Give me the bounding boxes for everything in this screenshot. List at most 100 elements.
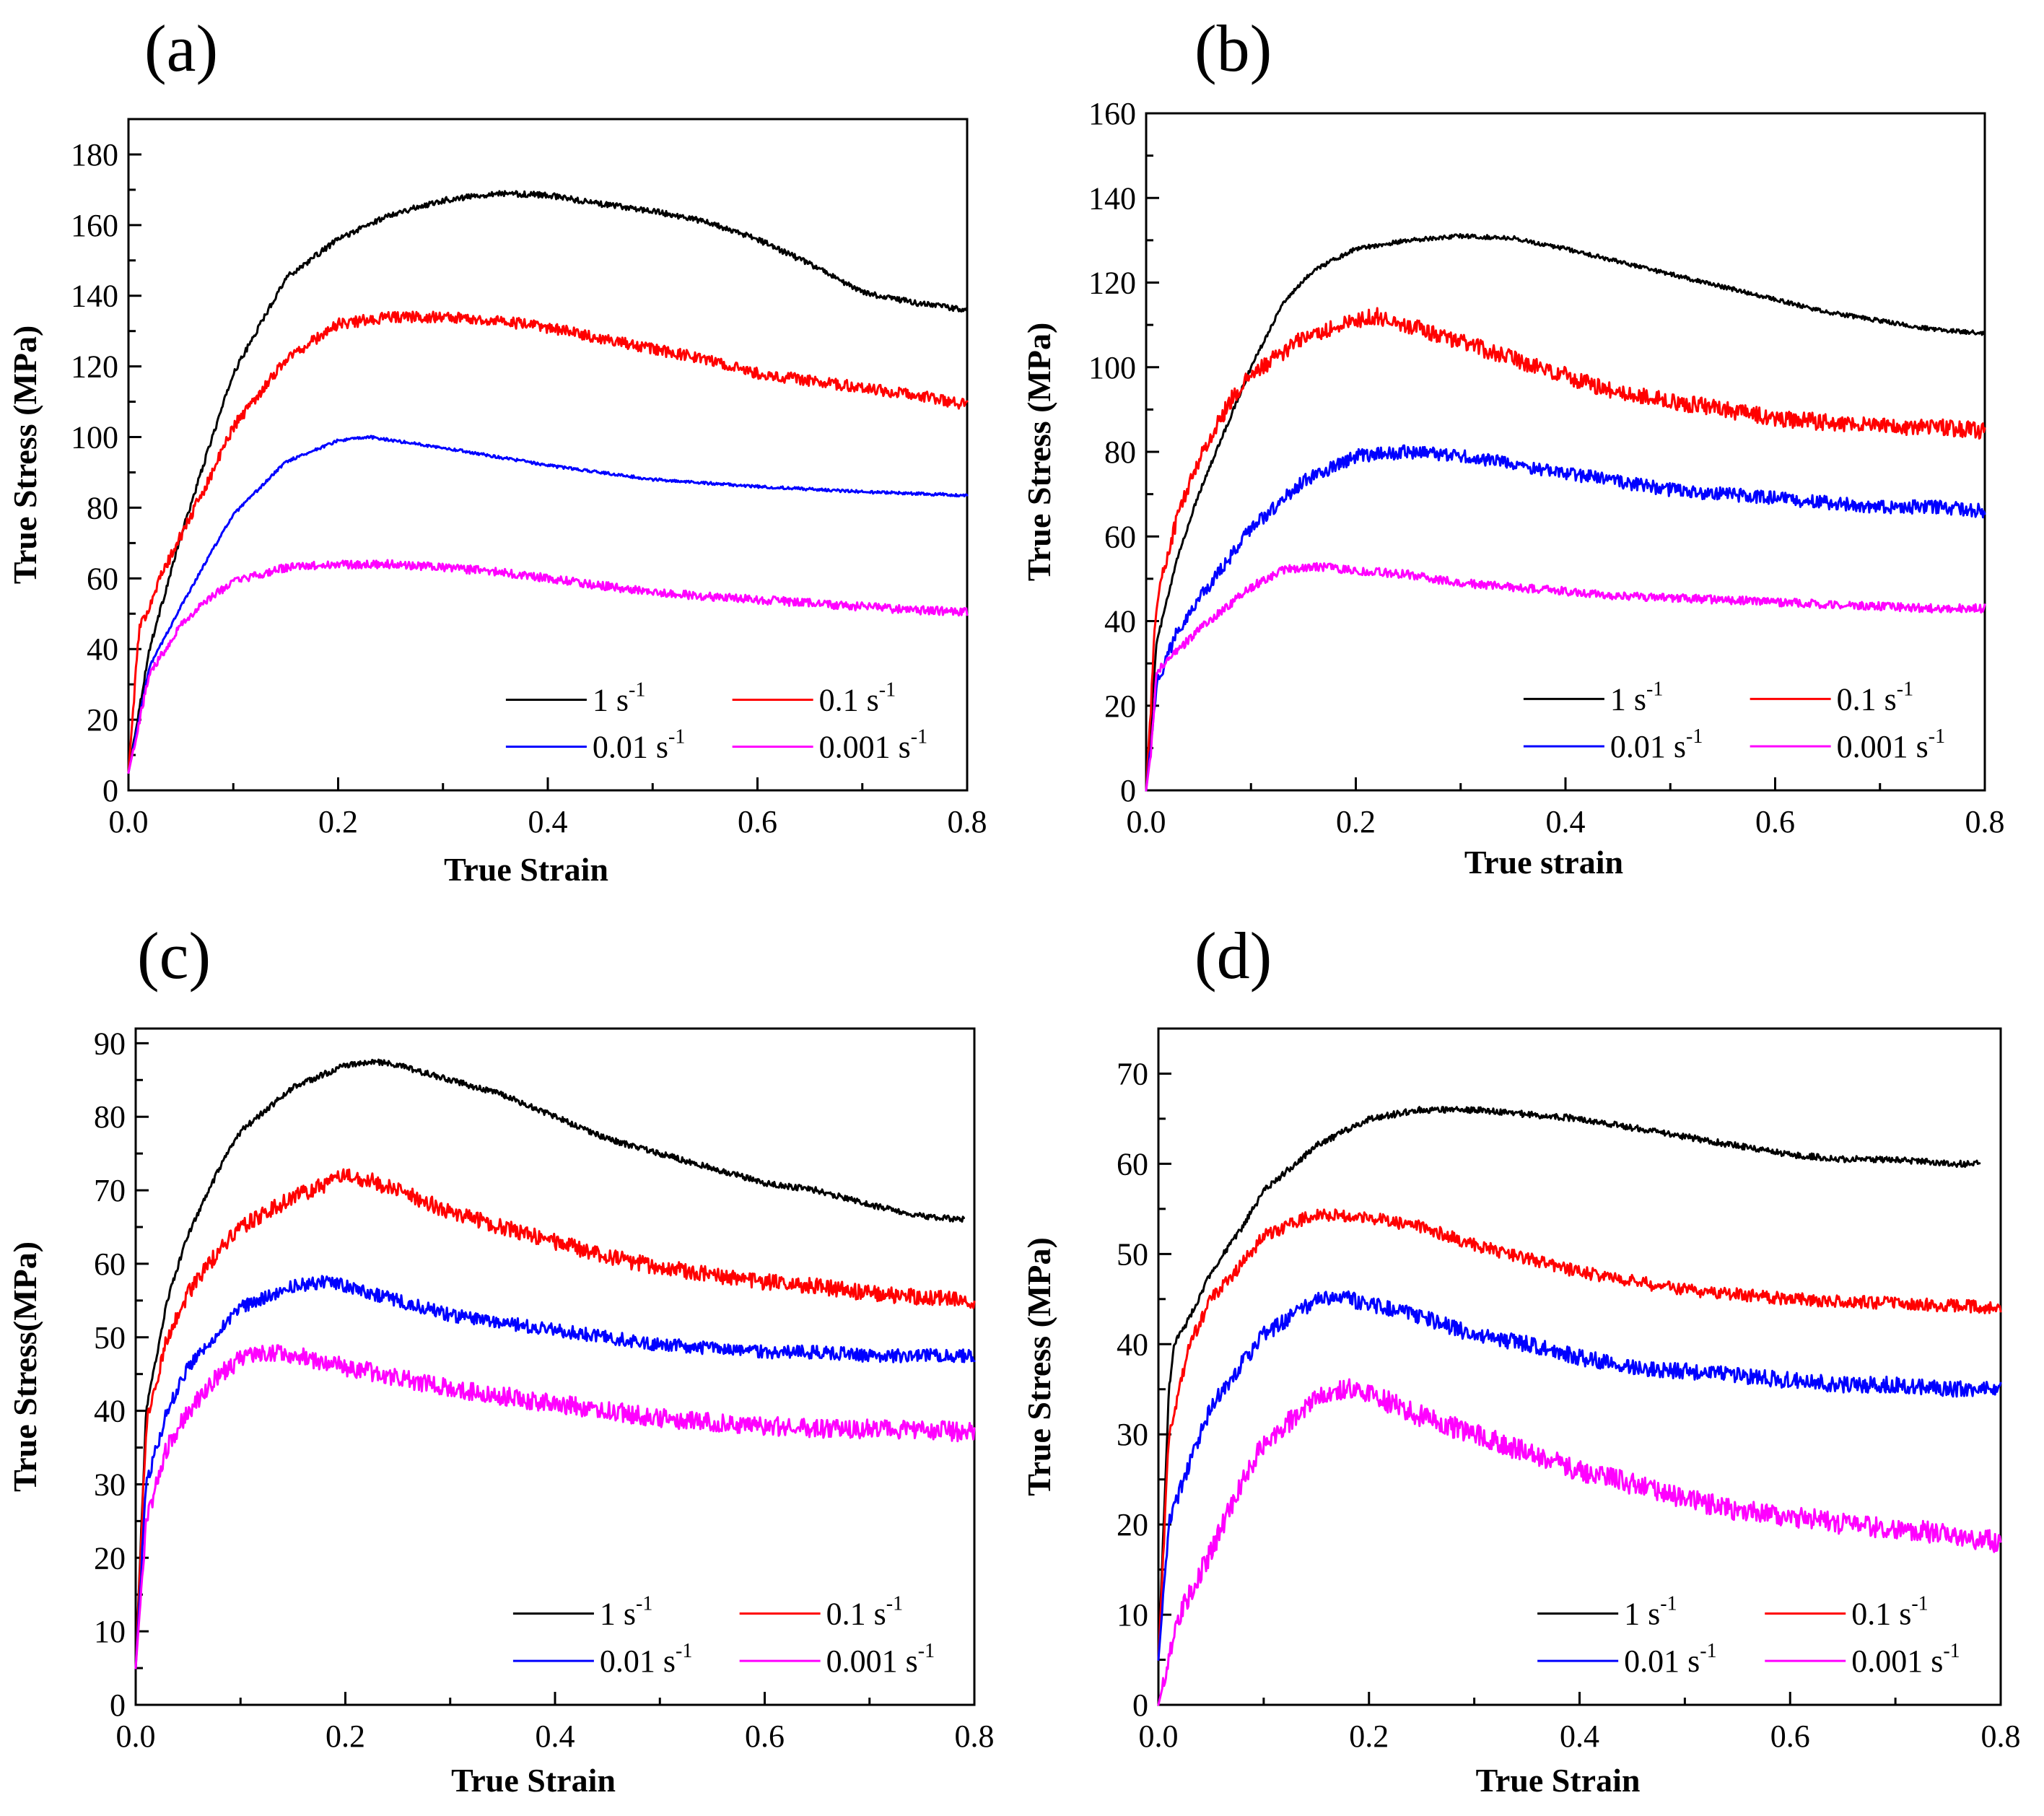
legend-label-exponent: -1: [1897, 678, 1913, 700]
y-tick-label: 20: [87, 702, 118, 738]
x-tick-label: 0.4: [1546, 804, 1586, 839]
series-line-0p1s: [127, 310, 969, 774]
series-line-0p001s: [127, 559, 969, 774]
legend-label: 1 s-1: [1610, 678, 1663, 717]
legend-label: 0.001 s-1: [1851, 1640, 1960, 1679]
legend-entry-0p1s: 0.1 s-1: [739, 1593, 903, 1632]
legend-label-text: 1 s: [1610, 681, 1646, 717]
legend-label-text: 1 s: [600, 1597, 636, 1632]
series-line-0p1s: [1145, 307, 1986, 792]
legend-label: 1 s-1: [600, 1593, 652, 1632]
y-tick-label: 30: [1117, 1417, 1148, 1452]
y-tick-label: 0: [102, 773, 118, 808]
series-line-0p001s: [1157, 1378, 2002, 1706]
y-tick-label: 20: [94, 1540, 126, 1576]
y-tick-label: 40: [94, 1394, 126, 1429]
legend-label-exponent: -1: [1686, 725, 1703, 748]
x-tick-label: 0.2: [318, 804, 358, 839]
legend-entry-0p1s: 0.1 s-1: [732, 678, 896, 717]
legend-label-exponent: -1: [1943, 1640, 1960, 1662]
legend-entry-0p01s: 0.01 s-1: [512, 1640, 692, 1679]
y-tick-label: 40: [1104, 604, 1136, 639]
legend-entry-0p1s: 0.1 s-1: [1750, 678, 1913, 717]
legend-label-text: 0.1 s: [826, 1597, 886, 1632]
legend-label-exponent: -1: [1660, 1593, 1677, 1615]
legend-label-exponent: -1: [1911, 1593, 1928, 1615]
legend-label: 0.1 s-1: [819, 678, 896, 717]
legend-label-text: 0.001 s: [826, 1643, 918, 1679]
panel-a: (a) 0.0 0.2 0.4 0.6 0.8 0 20 40 60 80 100 120 140 160 1…: [6, 12, 987, 888]
legend-label: 1 s-1: [1624, 1593, 1677, 1632]
y-tick-label: 0: [110, 1688, 126, 1723]
y-tick-label: 120: [1088, 266, 1136, 301]
legend-label-text: 0.001 s: [1851, 1643, 1943, 1679]
legend-label: 0.1 s-1: [1851, 1593, 1928, 1632]
y-tick-label: 90: [94, 1026, 126, 1061]
legend-entry-1s: 1 s-1: [1537, 1593, 1677, 1632]
series-line-0p1s: [1157, 1208, 2002, 1661]
y-tick-label: 70: [1117, 1056, 1148, 1091]
panel-label: (a): [144, 12, 218, 85]
legend-label-text: 0.1 s: [1837, 681, 1897, 717]
x-tick-label: 0.2: [1336, 804, 1376, 839]
legend-label-exponent: -1: [629, 678, 645, 701]
y-tick-label: 160: [71, 208, 118, 243]
x-tick-label: 0.0: [109, 804, 149, 839]
x-tick-label: 0.8: [1981, 1719, 2021, 1754]
legend-entry-0p001s: 0.001 s-1: [1750, 725, 1945, 764]
x-axis-title: True Strain: [444, 851, 608, 888]
y-tick-label: 50: [1117, 1236, 1148, 1272]
legend-label-text: 0.1 s: [819, 682, 879, 717]
legend-label-text: 0.01 s: [600, 1643, 676, 1679]
series-line-1s: [134, 1058, 965, 1669]
legend-label-exponent: -1: [918, 1640, 935, 1662]
y-tick-label: 30: [94, 1467, 126, 1502]
panel-label: (c): [137, 919, 211, 992]
y-tick-label: 10: [1117, 1597, 1148, 1633]
legend-label-exponent: -1: [1929, 725, 1945, 748]
y-tick-label: 140: [1088, 180, 1136, 216]
legend-entry-0p001s: 0.001 s-1: [739, 1640, 935, 1679]
x-tick-label: 0.4: [528, 804, 568, 839]
legend-label: 0.01 s-1: [1624, 1640, 1716, 1679]
x-tick-label: 0.6: [738, 804, 777, 839]
legend-label-text: 0.001 s: [1837, 729, 1929, 764]
legend-label: 0.001 s-1: [819, 726, 927, 765]
series-line-0p1s: [134, 1168, 976, 1669]
legend-label: 0.01 s-1: [600, 1640, 692, 1679]
y-tick-label: 80: [1104, 435, 1136, 470]
panel-c: (c) 0.0 0.2 0.4 0.6 0.8 0 10 20 30 40 50 60 70 80 90 Tru…: [6, 919, 995, 1799]
legend-label: 0.001 s-1: [1837, 725, 1945, 764]
x-tick-label: 0.0: [1139, 1719, 1179, 1754]
x-tick-label: 0.8: [948, 804, 987, 839]
y-tick-label: 50: [94, 1320, 126, 1356]
y-axis-title: True Stress (MPa): [1021, 323, 1057, 582]
x-tick-label: 0.6: [1755, 804, 1795, 839]
legend-label-exponent: -1: [676, 1640, 692, 1662]
y-tick-label: 100: [1088, 350, 1136, 385]
panel-d: (d) 0.0 0.2 0.4 0.6 0.8 0 10 20 30 40 50 60 70 True St…: [1021, 919, 2021, 1799]
legend-label-text: 1 s: [593, 682, 629, 717]
legend-entry-0p001s: 0.001 s-1: [732, 726, 927, 765]
y-tick-label: 80: [94, 1099, 126, 1135]
legend-label-exponent: -1: [636, 1593, 652, 1615]
y-tick-label: 0: [1132, 1688, 1148, 1723]
panel-label: (d): [1194, 919, 1272, 992]
series-line-0p01s: [1157, 1290, 2002, 1661]
x-axis-title: True Strain: [1476, 1762, 1641, 1799]
legend-entry-0p001s: 0.001 s-1: [1765, 1640, 1960, 1679]
legend-label: 0.01 s-1: [593, 726, 685, 765]
legend-label-text: 0.001 s: [819, 730, 911, 765]
y-tick-label: 70: [94, 1173, 126, 1208]
y-tick-label: 20: [1104, 689, 1136, 724]
y-tick-label: 40: [87, 632, 118, 667]
y-tick-label: 0: [1120, 773, 1136, 808]
y-tick-label: 40: [1117, 1327, 1148, 1362]
x-tick-label: 0.2: [326, 1719, 365, 1754]
legend-entry-1s: 1 s-1: [505, 678, 645, 717]
y-tick-label: 160: [1088, 96, 1136, 131]
legend-label-exponent: -1: [668, 726, 685, 748]
legend-entry-0p01s: 0.01 s-1: [1523, 725, 1703, 764]
y-axis-title: True Stress (MPa): [6, 326, 43, 585]
